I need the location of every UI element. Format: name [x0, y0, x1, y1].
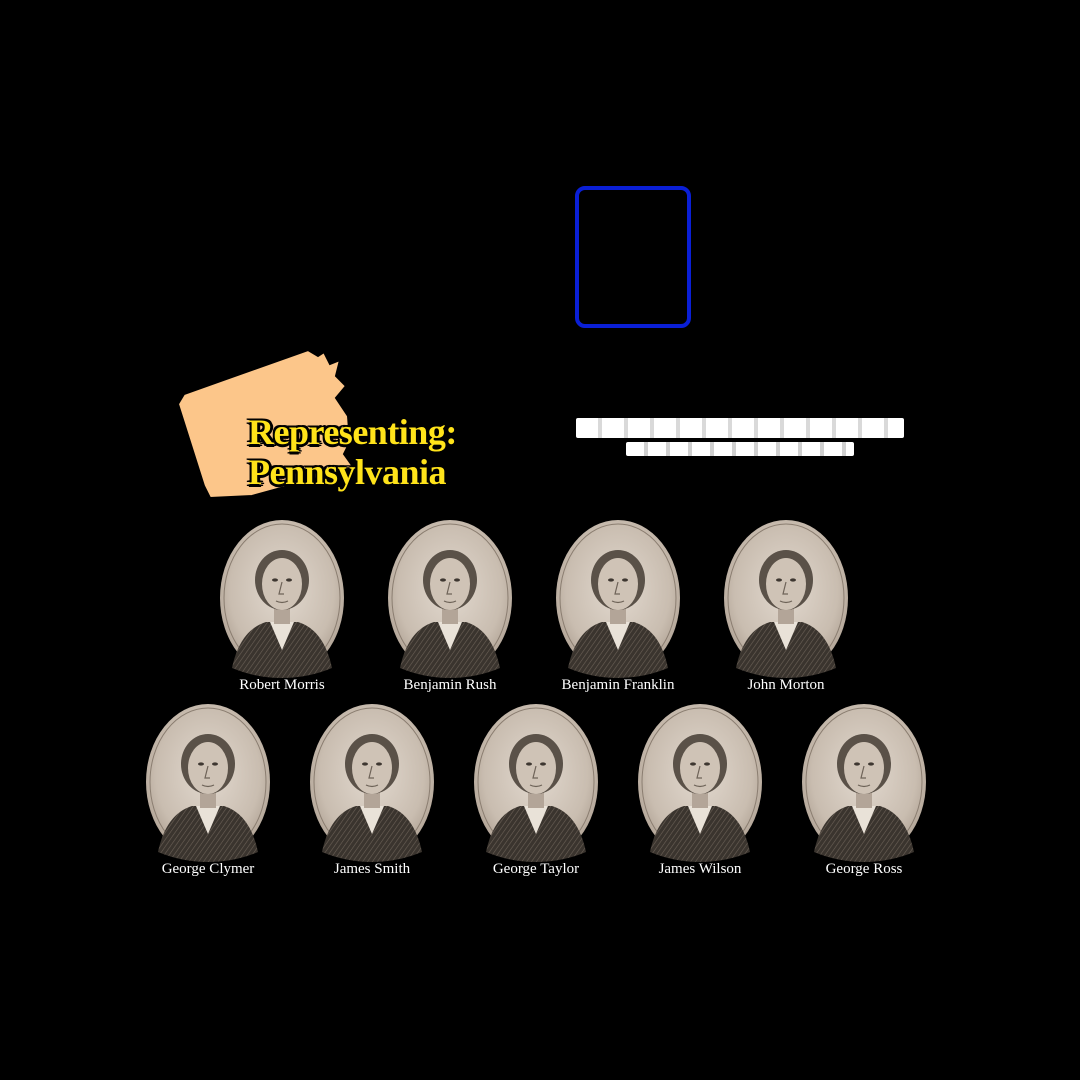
- portrait-engraving: [219, 519, 345, 679]
- signer-name: James Smith: [333, 861, 411, 877]
- portrait-engraving: [145, 703, 271, 863]
- portrait-john-morton: John Morton: [722, 518, 850, 693]
- portrait-james-smith: James Smith: [308, 702, 436, 877]
- portrait-engraving: [801, 703, 927, 863]
- signer-name: Benjamin Rush: [403, 677, 497, 693]
- portrait-engraving: [473, 703, 599, 863]
- portrait-frame-outline: [575, 186, 691, 328]
- pennsylvania-map-icon: [176, 348, 356, 500]
- signer-name: George Clymer: [161, 861, 255, 877]
- state-name: Pennsylvania: [248, 452, 447, 492]
- portrait-engraving: [555, 519, 681, 679]
- portrait-engraving: [637, 703, 763, 863]
- signer-name: Robert Morris: [239, 677, 325, 693]
- header-line-1: [576, 418, 904, 438]
- portrait-engraving: [309, 703, 435, 863]
- portrait-robert-morris: Robert Morris: [218, 518, 346, 693]
- signer-name: George Ross: [825, 861, 903, 877]
- portrait-george-taylor: George Taylor: [472, 702, 600, 877]
- portrait-benjamin-rush: Benjamin Rush: [386, 518, 514, 693]
- portrait-james-wilson: James Wilson: [636, 702, 764, 877]
- portrait-george-clymer: George Clymer: [144, 702, 272, 877]
- signer-name: James Wilson: [658, 861, 742, 877]
- header-text-block: [574, 414, 906, 456]
- signer-name: John Morton: [747, 677, 825, 693]
- representing-label: Representing: Pennsylvania: [248, 414, 457, 490]
- portrait-george-ross: George Ross: [800, 702, 928, 877]
- portrait-engraving: [387, 519, 513, 679]
- portrait-benjamin-franklin: Benjamin Franklin: [554, 518, 682, 693]
- signer-name: Benjamin Franklin: [561, 677, 675, 693]
- representing-line: Representing:: [248, 412, 457, 452]
- portrait-engraving: [723, 519, 849, 679]
- signer-name: George Taylor: [492, 861, 580, 877]
- header-line-2: [626, 442, 854, 456]
